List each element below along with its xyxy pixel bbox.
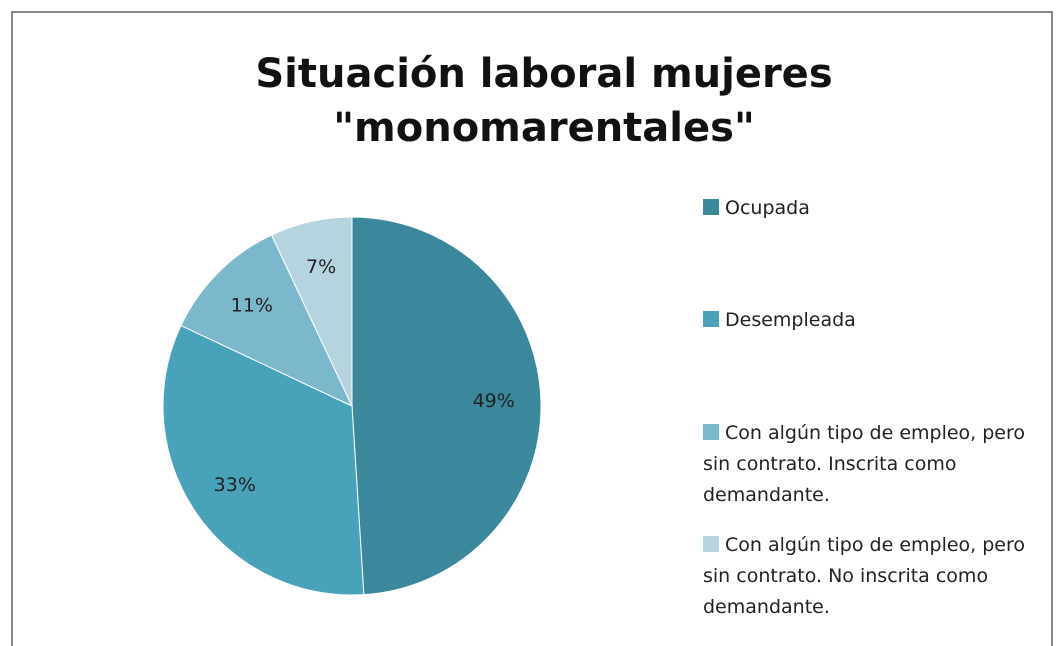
legend-label: Desempleada [725,309,856,331]
pie-slice [351,216,542,596]
legend-entry: Desempleada [703,305,1033,336]
legend-label: Ocupada [725,197,810,219]
legend-label: Con algún tipo de empleo, pero sin contr… [703,422,1026,506]
legend-entry: Con algún tipo de empleo, pero sin contr… [703,530,1033,623]
legend-swatch [703,424,719,440]
legend-entry: Ocupada [703,193,1033,224]
data-label: 11% [231,294,273,316]
legend-label: Con algún tipo de empleo, pero sin contr… [703,534,1026,618]
pie-slice [180,234,354,408]
legend-swatch [703,536,719,552]
chart-title: Situación laboral mujeres [255,51,832,97]
data-label: 33% [214,474,256,496]
data-label: 7% [306,256,336,278]
chart-title: "monomarentales" [333,105,755,151]
legend-entry: Con algún tipo de empleo, pero sin contr… [703,418,1033,511]
pie-slice [162,324,365,596]
data-label: 49% [473,390,515,412]
legend-swatch [703,199,719,215]
legend-swatch [703,311,719,327]
pie-slice [270,216,353,407]
